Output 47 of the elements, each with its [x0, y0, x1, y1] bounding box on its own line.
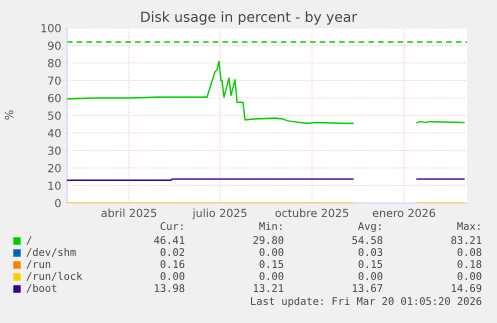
y-tick-label: 20 [48, 164, 61, 172]
text: 14.69 [452, 284, 482, 292]
text: Cur: [160, 222, 182, 230]
legend-label: / [26, 236, 32, 245]
text: Min: [259, 222, 282, 230]
y-tick-label: 0 [55, 198, 61, 208]
y-tick-label: 30 [48, 146, 61, 155]
text: 0.00 [260, 248, 284, 256]
text: 0.02 [160, 248, 184, 256]
text: 0.00 [358, 272, 382, 280]
legend-label: /run [26, 260, 50, 269]
legend-label: /boot [26, 284, 56, 293]
chart-title: Disk usage in percent - by year [141, 11, 358, 25]
text: 0.15 [358, 260, 382, 268]
y-tick-label: 90 [48, 41, 61, 50]
text: 0.08 [458, 248, 482, 256]
text: 0.18 [458, 260, 482, 268]
text: 13.98 [154, 284, 184, 292]
text: 46.41 [154, 236, 184, 244]
x-tick-label: enero 2026 [372, 208, 436, 218]
text: 29.80 [253, 236, 284, 244]
x-tick-label: octubre 2025 [275, 208, 348, 218]
y-axis-title: % [4, 110, 14, 120]
text: Last update: Fri Mar 20 01:05:20 2026 [251, 296, 482, 308]
text: 0.16 [160, 260, 184, 268]
y-tick-label: 100 [41, 24, 61, 32]
text: 0.03 [358, 248, 382, 256]
x-tick-label: julio 2025 [192, 208, 246, 220]
text: 0.00 [160, 272, 184, 280]
legend-label: /dev/shm [26, 248, 76, 257]
text: Max: [457, 222, 480, 230]
text: 0.00 [458, 272, 482, 280]
y-tick-label: 60 [48, 94, 61, 102]
text: Avg: [358, 222, 380, 232]
text: 13.67 [352, 284, 382, 292]
text: 13.21 [254, 284, 284, 292]
text: 0.15 [260, 260, 284, 268]
y-tick-label: 70 [48, 76, 61, 85]
legend-label: /run/lock [26, 272, 82, 281]
text: 0.00 [260, 272, 284, 280]
text: 54.58 [352, 236, 382, 244]
text: 83.21 [451, 236, 482, 244]
x-tick-label: abril 2025 [101, 208, 156, 218]
y-tick-label: 50 [48, 111, 61, 120]
y-tick-label: 80 [48, 58, 61, 68]
y-tick-label: 10 [48, 181, 61, 190]
y-tick-label: 40 [48, 128, 61, 138]
